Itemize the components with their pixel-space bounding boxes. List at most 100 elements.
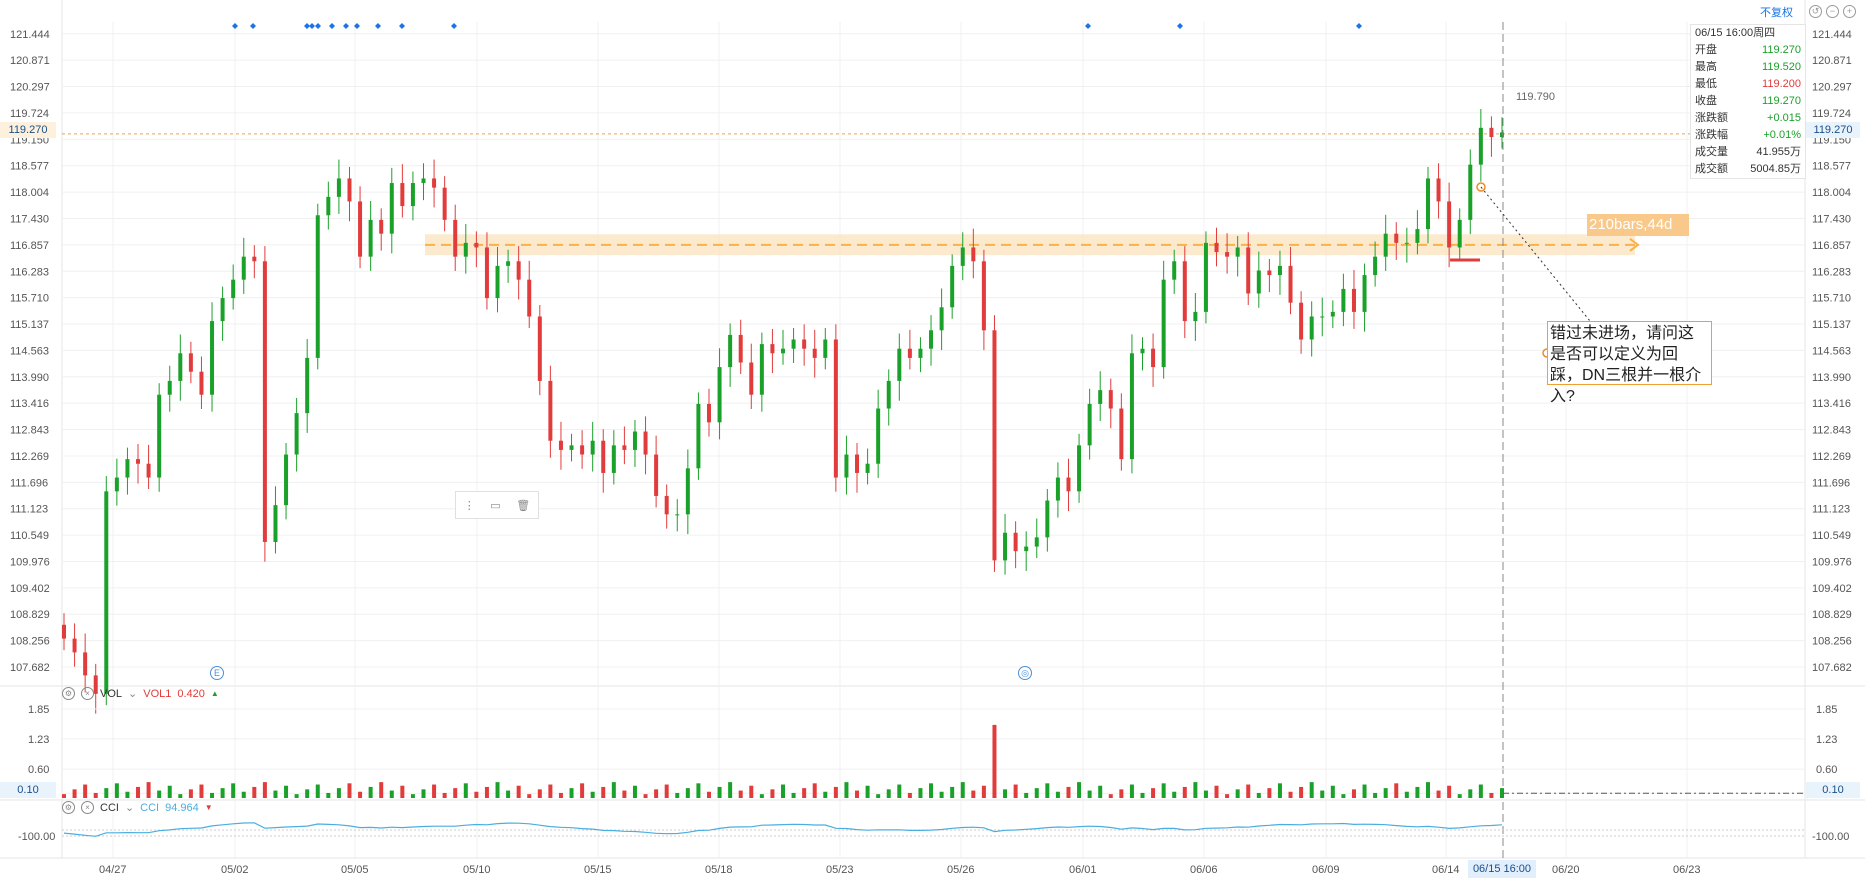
candle-body	[1373, 256, 1378, 276]
candle-body	[1003, 532, 1008, 561]
vol-tick-right: 1.23	[1816, 734, 1837, 746]
info-label: 开盘	[1695, 44, 1717, 56]
candle-body	[1394, 233, 1399, 243]
window-controls: ↺ − +	[1809, 5, 1856, 18]
volume-bar	[1193, 782, 1198, 798]
chevron-down-icon[interactable]: ⌄	[128, 688, 138, 700]
candle-body	[971, 247, 976, 262]
y-tick-label-right: 118.577	[1812, 161, 1851, 173]
arrow-head	[1629, 238, 1640, 252]
candle-body	[1288, 265, 1293, 303]
info-row-open: 开盘 119.270	[1691, 42, 1805, 59]
volume-bar	[717, 786, 722, 798]
chevron-down-icon[interactable]: ⌄	[124, 802, 135, 814]
vol-current-tag-left: 0.10	[0, 782, 56, 798]
candle-body	[1320, 316, 1325, 318]
settings-icon[interactable]: ⚙	[62, 687, 75, 700]
candle-body	[1436, 178, 1441, 202]
info-value: 41.955万	[1756, 146, 1801, 158]
volume-bar	[199, 784, 204, 798]
volume-bar	[326, 792, 331, 798]
range-measure-label[interactable]: 210bars,44d	[1587, 214, 1689, 236]
candle-body	[336, 178, 341, 197]
x-tick-label: 05/10	[463, 864, 491, 876]
volume-bar	[389, 790, 394, 798]
candle-body	[389, 183, 394, 234]
event-marker-e[interactable]: E	[210, 666, 224, 680]
volume-bar	[262, 782, 267, 798]
volume-bar	[1013, 784, 1018, 798]
info-value: +0.01%	[1763, 129, 1801, 141]
volume-bar	[1468, 789, 1473, 798]
vol-tick-right: 1.85	[1816, 704, 1837, 716]
x-tick-label: 05/26	[947, 864, 975, 876]
volume-bar	[1225, 794, 1230, 798]
info-row-change-pct: 涨跌幅 +0.01%	[1691, 127, 1805, 144]
volume-bar	[1108, 794, 1113, 798]
candle-body	[1267, 270, 1272, 276]
high-price-label: 119.790	[1516, 91, 1555, 103]
volume-bar	[865, 785, 870, 798]
volume-bar	[1330, 785, 1335, 798]
volume-bar	[442, 792, 447, 798]
candle-body	[632, 431, 637, 450]
ohlc-info-panel: 06/15 16:00周四 开盘 119.270 最高 119.520 最低 119.…	[1690, 24, 1806, 179]
y-tick-label-left: 111.123	[10, 504, 48, 516]
candle-body	[1055, 477, 1060, 501]
minimize-icon[interactable]: −	[1826, 5, 1839, 18]
volume-bar	[802, 788, 807, 798]
cci-title: CCI	[100, 801, 119, 814]
y-tick-label-right: 115.710	[1812, 293, 1851, 305]
candle-body	[1447, 201, 1452, 248]
signal-marker	[315, 23, 321, 29]
candle-body	[1129, 353, 1134, 460]
close-icon[interactable]: ×	[81, 801, 94, 814]
volume-bar	[1277, 783, 1282, 798]
event-marker-circle[interactable]: ◎	[1018, 666, 1032, 680]
y-tick-label-right: 115.137	[1812, 319, 1851, 331]
volume-bar	[590, 791, 595, 798]
info-label: 成交额	[1695, 163, 1728, 175]
candle-body	[918, 348, 923, 358]
candle-body	[178, 353, 183, 381]
y-tick-label-right: 114.563	[1812, 345, 1851, 357]
volume-bar	[72, 789, 77, 798]
candle-body	[929, 330, 934, 349]
drag-handle-icon[interactable]: ⋮	[463, 499, 475, 512]
cci-tick-left: -100.00	[18, 831, 55, 843]
candle-body	[717, 367, 722, 423]
layer-icon[interactable]: ▭	[490, 499, 501, 512]
candle-body	[601, 440, 606, 473]
volume-bar	[315, 784, 320, 798]
volume-bar	[664, 784, 669, 798]
y-tick-label-right: 111.696	[1812, 477, 1850, 489]
adjust-mode-button[interactable]: 不复权	[1760, 7, 1793, 19]
current-price-tag-right: 119.270	[1806, 122, 1860, 138]
settings-icon[interactable]: ⚙	[62, 801, 75, 814]
volume-bar	[484, 786, 489, 798]
delete-icon[interactable]: 🗑	[516, 499, 531, 512]
volume-bar	[284, 785, 289, 798]
candle-body	[474, 242, 479, 248]
undo-icon[interactable]: ↺	[1809, 5, 1822, 18]
volume-bar	[749, 785, 754, 798]
volume-bar	[506, 790, 511, 798]
volume-bar	[601, 786, 606, 798]
candle-body	[1024, 546, 1029, 552]
candle-body	[812, 348, 817, 358]
crosshair-time-tag: 06/15 16:00	[1468, 860, 1536, 878]
add-icon[interactable]: +	[1843, 5, 1856, 18]
y-tick-label-right: 117.430	[1812, 213, 1851, 225]
candle-body	[1203, 242, 1208, 312]
volume-bar	[1362, 784, 1367, 798]
candle-body	[347, 178, 352, 202]
annotation-note[interactable]: 错过未进场，请问这是否可以定义为回踩，DN三根并一根介入?	[1547, 321, 1712, 405]
candle-body	[685, 468, 690, 515]
close-icon[interactable]: ×	[81, 687, 94, 700]
candle-body	[516, 261, 521, 280]
info-label: 最高	[1695, 61, 1717, 73]
vol-tick-left: 1.85	[28, 704, 49, 716]
candle-body	[400, 183, 405, 207]
info-label: 成交量	[1695, 146, 1728, 158]
